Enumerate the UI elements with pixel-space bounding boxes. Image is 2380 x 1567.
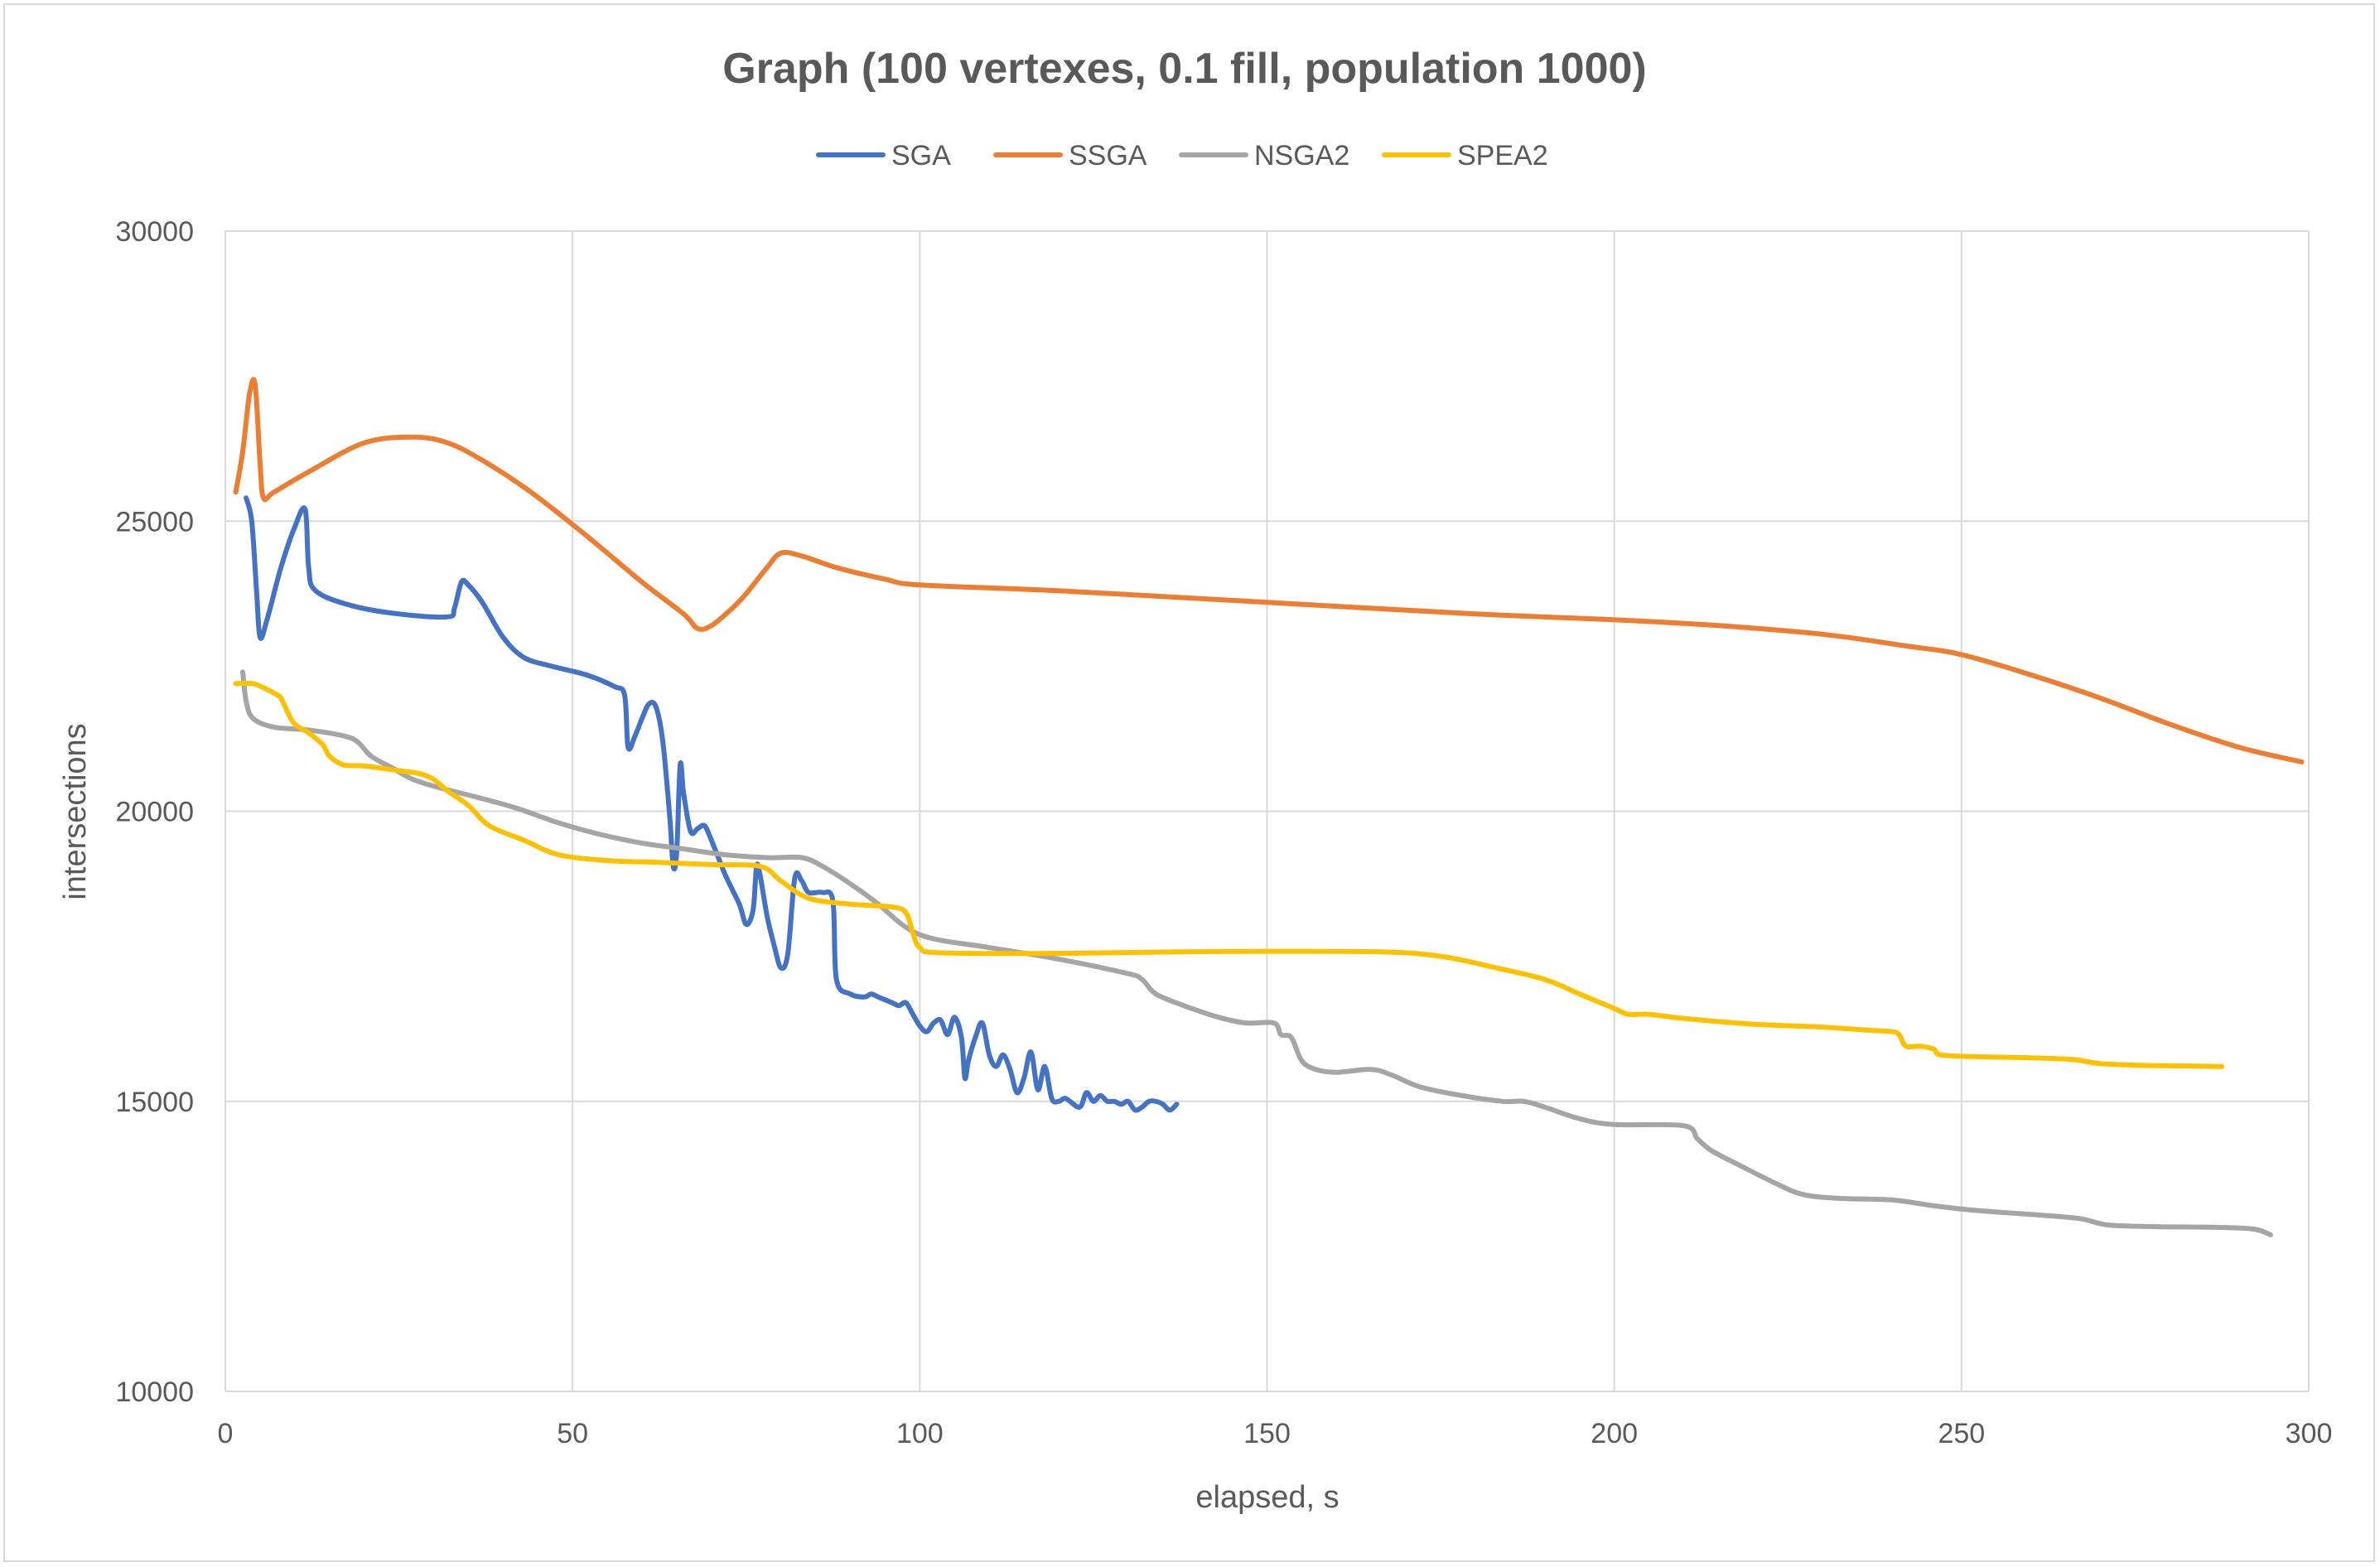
series-lines <box>233 377 2305 1237</box>
legend: SGA SSGA NSGA2 SPEA2 <box>816 140 1548 171</box>
x-axis-ticks: 0 50 100 150 200 250 300 <box>218 1418 2333 1449</box>
gridlines <box>224 230 2310 1392</box>
y-tick-label: 10000 <box>115 1377 194 1408</box>
legend-label-ssga: SSGA <box>1069 140 1147 171</box>
series-line-ssga <box>233 377 2305 764</box>
y-tick-label: 20000 <box>115 797 194 828</box>
x-tick-label: 300 <box>2286 1418 2333 1449</box>
chart-frame <box>3 3 2375 1562</box>
y-axis-title: intersections <box>58 723 93 899</box>
x-tick-label: 0 <box>218 1418 234 1449</box>
legend-label-sga: SGA <box>891 140 951 171</box>
x-tick-label: 150 <box>1243 1418 1291 1449</box>
y-tick-label: 15000 <box>115 1087 194 1118</box>
series-line-sga <box>244 495 1180 1113</box>
y-tick-label: 25000 <box>115 506 194 538</box>
x-tick-label: 100 <box>896 1418 944 1449</box>
x-axis-title: elapsed, s <box>1195 1480 1339 1515</box>
x-tick-label: 250 <box>1938 1418 1985 1449</box>
x-tick-label: 50 <box>557 1418 588 1449</box>
y-tick-label: 30000 <box>115 216 194 248</box>
chart-title: Graph (100 vertexes, 0.1 fill, populatio… <box>722 45 1647 93</box>
legend-label-nsga2: NSGA2 <box>1254 140 1349 171</box>
series-line-nsga2 <box>240 669 2273 1237</box>
series-line-spea2 <box>233 680 2225 1069</box>
y-axis-ticks: 10000 15000 20000 25000 30000 <box>115 216 194 1408</box>
legend-label-spea2: SPEA2 <box>1457 140 1548 171</box>
x-tick-label: 200 <box>1591 1418 1638 1449</box>
